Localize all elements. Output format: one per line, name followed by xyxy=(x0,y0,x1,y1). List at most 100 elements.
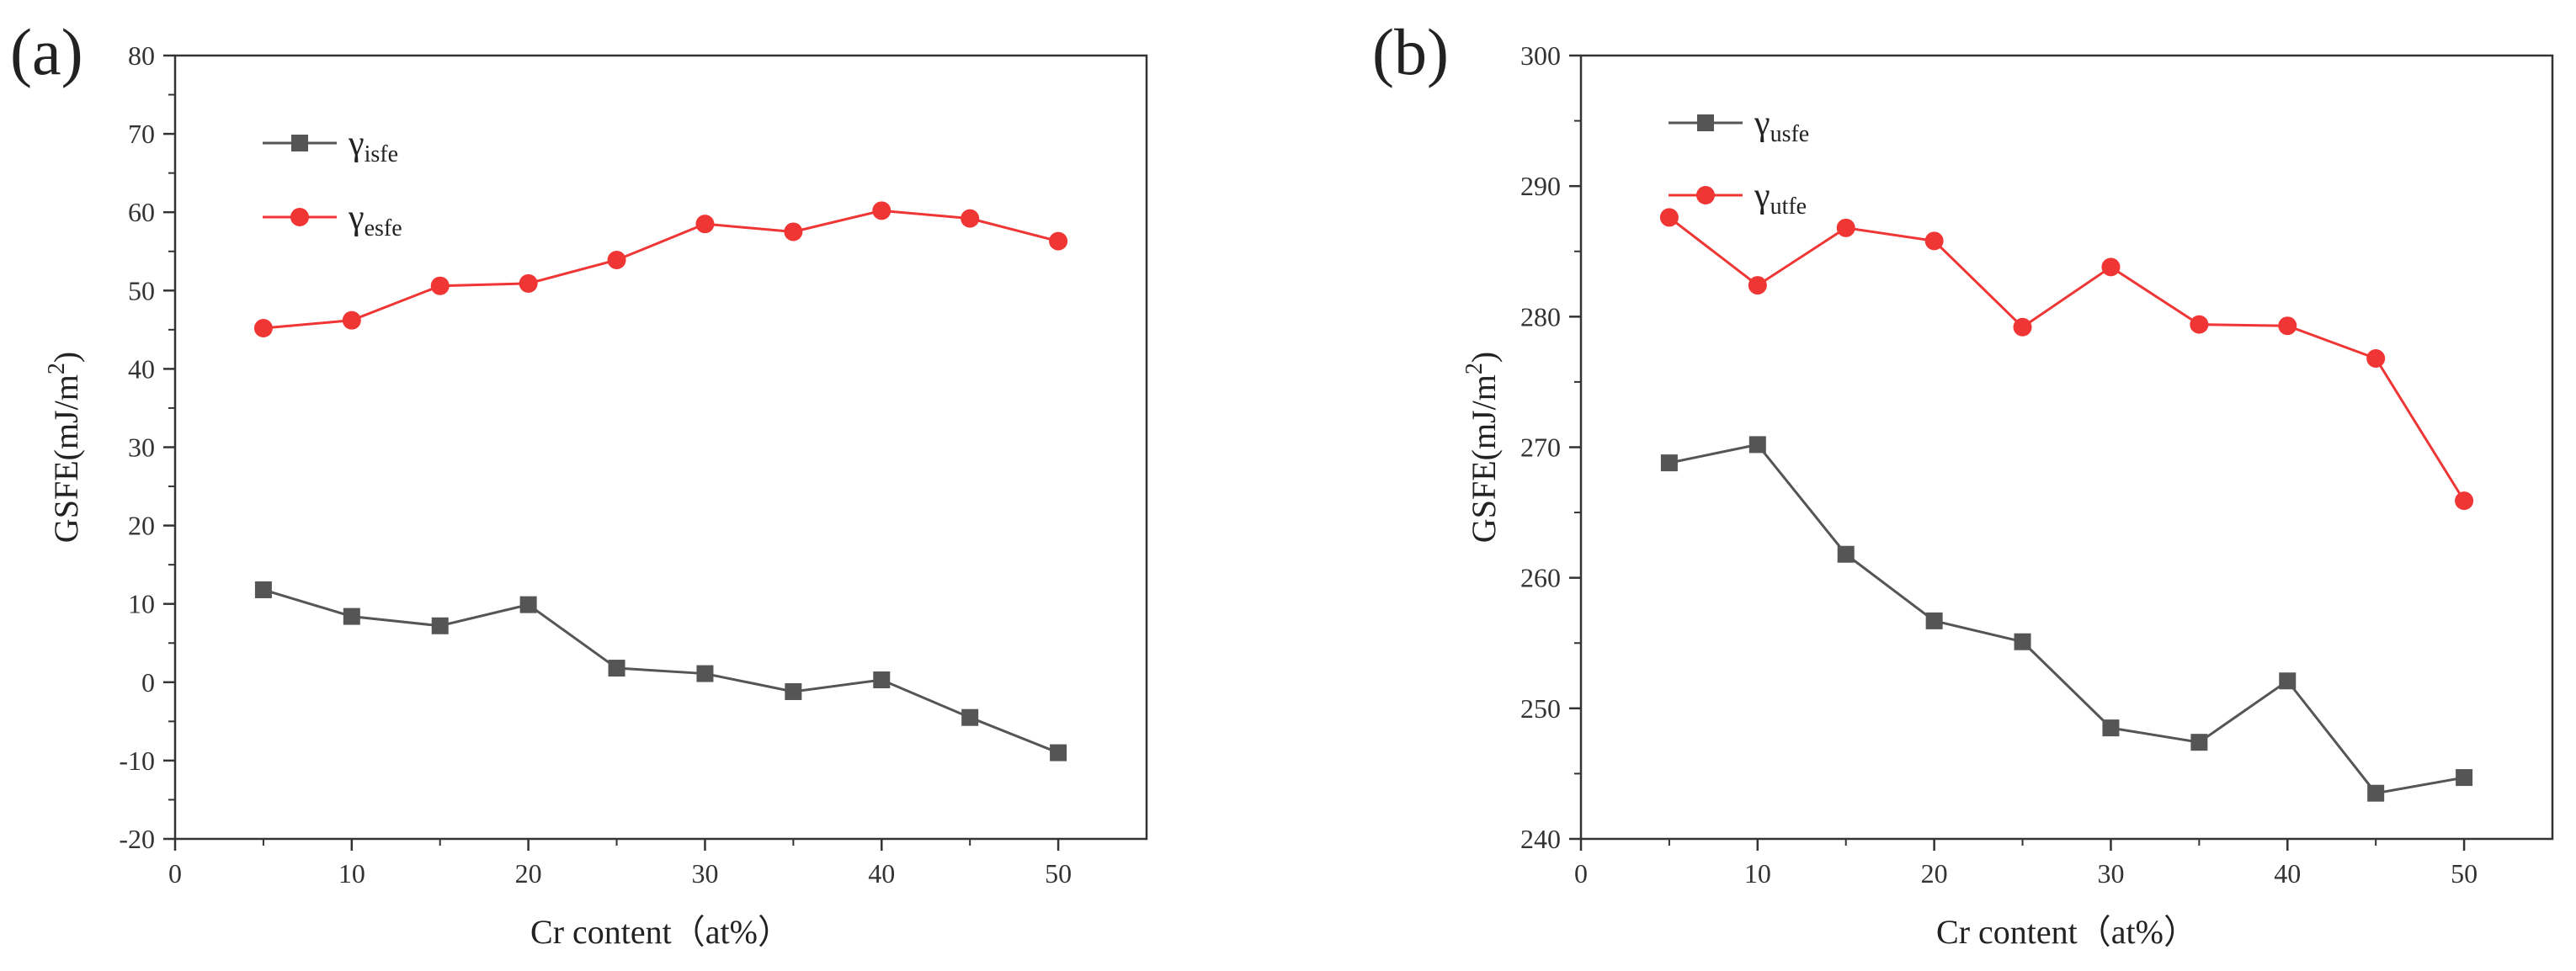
legend-marker xyxy=(290,208,309,226)
data-point-usfe xyxy=(2367,784,2385,802)
data-point-isfe xyxy=(431,617,449,634)
data-point-usfe xyxy=(2014,633,2031,650)
legend-symbol: γ xyxy=(348,125,365,163)
x-tick-label: 50 xyxy=(1045,858,1072,889)
x-tick-label: 10 xyxy=(1744,858,1771,889)
y-tick-label: 40 xyxy=(128,353,155,384)
legend-marker xyxy=(1697,114,1714,131)
y-tick-label: 0 xyxy=(141,667,155,698)
panel-0: (a) 0 10 20 30 40 50 -20 -10 0 10 20 30 40 50 60 70 80 Cr … xyxy=(10,15,1148,951)
x-tick-label: 50 xyxy=(2451,858,2478,889)
series-line-esfe xyxy=(263,209,1059,330)
series-line-utfe xyxy=(1668,216,2466,501)
panel-label: (a) xyxy=(10,15,83,88)
data-point-esfe xyxy=(784,222,803,241)
y-tick-label: 300 xyxy=(1520,40,1561,71)
y-axis-title: GSFE(mJ/m2) xyxy=(1461,352,1503,543)
data-point-isfe xyxy=(785,682,802,700)
y-tick-label: 60 xyxy=(128,197,155,227)
data-point-utfe xyxy=(2278,316,2297,336)
legend-entry-isfe: γisfe xyxy=(263,125,398,167)
x-tick-label: 10 xyxy=(338,858,365,889)
data-point-utfe xyxy=(2366,348,2386,368)
y-tick-label: 290 xyxy=(1520,171,1561,201)
x-tick-label: 20 xyxy=(515,858,542,889)
legend-entry-usfe: γusfe xyxy=(1669,104,1809,147)
y-axis-title-main: GSFE(mJ/m xyxy=(47,374,85,543)
plot-frame xyxy=(173,54,1148,841)
y-tick-label: 270 xyxy=(1520,432,1561,463)
x-tick-label: 0 xyxy=(168,858,182,889)
legend-symbol: γ xyxy=(1754,177,1770,215)
data-point-usfe xyxy=(1837,545,1855,563)
y-tick-label: 260 xyxy=(1520,563,1561,593)
data-point-isfe xyxy=(254,581,272,598)
series-line-isfe xyxy=(263,588,1059,754)
series-utfe xyxy=(1659,208,2474,511)
data-point-isfe xyxy=(519,596,537,613)
data-point-esfe xyxy=(342,310,361,330)
data-point-usfe xyxy=(1660,454,1678,472)
data-point-utfe xyxy=(2190,315,2209,334)
y-axis-title: GSFE(mJ/m2) xyxy=(44,352,85,543)
legend-subscript: usfe xyxy=(1770,121,1810,147)
legend-symbol: γ xyxy=(348,199,365,237)
data-point-esfe xyxy=(695,215,715,234)
legend-label: γesfe xyxy=(348,199,402,241)
x-axis-title: Cr content（at%） xyxy=(530,913,791,951)
series-usfe xyxy=(1660,436,2473,802)
series-isfe xyxy=(254,581,1067,761)
y-tick-label: 20 xyxy=(128,511,155,541)
series-line-usfe xyxy=(1669,443,2465,795)
y-axis-title-sup: 2 xyxy=(1461,363,1488,374)
data-point-isfe xyxy=(961,708,979,726)
data-point-usfe xyxy=(2102,719,2120,737)
x-tick-label: 30 xyxy=(691,858,718,889)
legend-subscript: esfe xyxy=(365,215,402,241)
data-point-usfe xyxy=(2456,769,2473,787)
data-point-utfe xyxy=(2013,317,2032,337)
legend-subscript: isfe xyxy=(365,141,398,167)
data-point-esfe xyxy=(872,201,891,220)
x-tick-label: 40 xyxy=(2274,858,2301,889)
data-point-utfe xyxy=(2455,491,2474,511)
y-axis-title-main: GSFE(mJ/m xyxy=(1465,374,1503,543)
y-tick-label: 250 xyxy=(1520,693,1561,724)
data-point-usfe xyxy=(1925,612,1943,629)
data-point-usfe xyxy=(2190,734,2208,751)
legend-subscript: utfe xyxy=(1770,194,1807,220)
y-tick-label: 10 xyxy=(128,589,155,619)
data-point-esfe xyxy=(519,273,538,293)
y-tick-label: 240 xyxy=(1520,824,1561,854)
legend-marker xyxy=(1696,186,1715,204)
y-axis-title-end: ) xyxy=(47,352,85,363)
data-point-utfe xyxy=(1659,208,1679,227)
legend-marker xyxy=(291,135,308,151)
panel-1: (b) 0 10 20 30 40 50 240 250 260 270 280 290 300 Cr co… xyxy=(1372,15,2554,951)
x-tick-label: 40 xyxy=(868,858,895,889)
legend-label: γusfe xyxy=(1754,104,1809,147)
data-point-isfe xyxy=(873,671,891,689)
data-point-isfe xyxy=(1050,744,1067,761)
data-point-utfe xyxy=(1748,276,1767,295)
data-point-esfe xyxy=(430,276,450,295)
y-tick-label: 30 xyxy=(128,432,155,463)
y-tick-label: 80 xyxy=(128,40,155,71)
data-point-esfe xyxy=(961,209,980,228)
y-tick-label: -10 xyxy=(119,745,155,776)
data-point-isfe xyxy=(608,660,625,677)
data-point-esfe xyxy=(607,250,626,269)
data-point-isfe xyxy=(343,608,360,625)
data-point-usfe xyxy=(1748,436,1766,454)
y-tick-label: 70 xyxy=(128,119,155,149)
y-axis-title-sup: 2 xyxy=(44,363,70,374)
x-axis-title: Cr content（at%） xyxy=(1936,913,2197,951)
data-point-utfe xyxy=(1924,231,1944,251)
x-tick-label: 0 xyxy=(1574,858,1588,889)
legend-label: γisfe xyxy=(348,125,398,167)
data-point-esfe xyxy=(1049,231,1068,251)
series-esfe xyxy=(253,201,1068,337)
x-tick-label: 20 xyxy=(1921,858,1948,889)
legend-entry-utfe: γutfe xyxy=(1669,177,1807,220)
